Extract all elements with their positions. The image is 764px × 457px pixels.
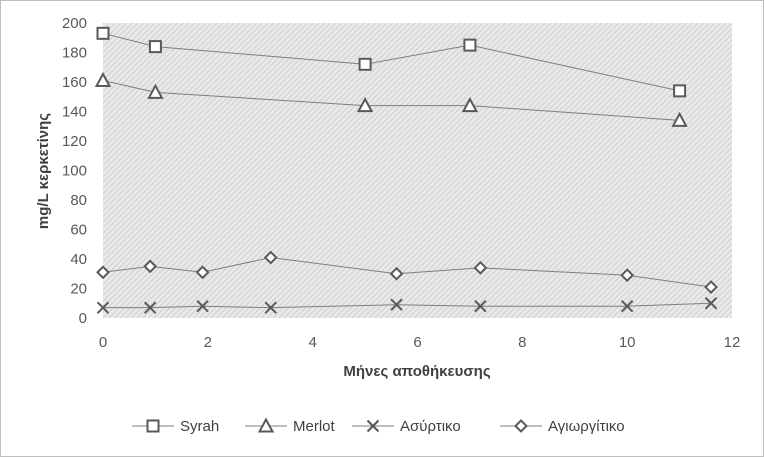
data-point-diamond [195,265,210,280]
x-tick-label: 4 [308,334,316,351]
legend-label: Αγιωργίτικο [548,418,625,435]
y-tick-label: 140 [62,104,87,121]
series-layer [94,26,718,314]
legend-marker-diamond [514,419,528,433]
data-point-x [96,301,110,314]
legend-marker-square [146,419,160,433]
y-tick-label: 20 [70,281,87,298]
y-tick-label: 80 [70,192,87,209]
x-tick-label: 12 [724,334,741,351]
x-tick-label: 2 [204,334,212,351]
legend-entry-square: Syrah [132,418,219,435]
x-axis-ticks: 0 2 4 6 8 10 12 [99,334,741,351]
series-triangle [94,71,688,127]
data-point-square [463,38,477,52]
legend-label: Syrah [180,418,219,435]
legend-marker-x [366,419,380,433]
y-tick-label: 120 [62,133,87,150]
data-point-diamond [96,265,110,280]
data-point-x [704,297,718,310]
data-point-square [148,40,162,54]
data-point-triangle [94,71,112,88]
legend-entry-triangle: Merlot [245,417,336,435]
data-point-square [673,84,687,98]
y-tick-label: 60 [70,222,87,239]
y-tick-label: 0 [79,310,87,327]
legend: Syrah Merlot Ασύρτικο Αγιωργίτικο [132,417,625,435]
data-point-diamond [704,280,718,294]
data-point-triangle [147,83,164,99]
legend-entry-diamond: Αγιωργίτικο [500,418,625,435]
data-point-triangle [356,97,374,113]
x-tick-label: 6 [413,334,421,351]
x-tick-label: 0 [99,334,107,351]
series-x [96,297,718,314]
y-tick-label: 40 [70,251,87,268]
data-point-x [474,299,487,313]
data-point-x [620,299,634,313]
legend-entry-x: Ασύρτικο [352,418,461,435]
legend-label: Merlot [293,418,336,435]
legend-label: Ασύρτικο [400,418,461,435]
series-diamond [96,250,718,294]
data-point-triangle [671,111,688,127]
data-point-diamond [389,266,404,281]
x-tick-label: 10 [619,334,636,351]
data-point-diamond [473,260,488,275]
data-point-diamond [263,250,278,265]
data-point-diamond [620,268,635,283]
y-axis-ticks: 0 20 40 60 80 100 120 140 160 180 200 [62,15,87,327]
series-line-x [103,302,712,309]
x-axis-title: Μήνες αποθήκευσης [343,363,490,380]
y-tick-label: 200 [62,15,87,32]
data-point-square [96,26,110,40]
data-point-x [196,299,209,313]
data-point-square [358,57,372,71]
y-axis-title: mg/L κερκετίνης [35,113,52,229]
data-point-triangle [461,97,479,113]
data-point-diamond [143,259,158,274]
x-tick-label: 8 [518,334,526,351]
series-line-diamond [102,257,712,288]
data-point-x [390,298,403,311]
y-tick-label: 100 [62,163,87,180]
series-square [96,26,687,98]
data-point-x [143,301,157,314]
data-point-x [264,301,277,314]
y-tick-label: 180 [62,45,87,62]
legend-marker-triangle [257,417,275,433]
y-tick-label: 160 [62,74,87,91]
